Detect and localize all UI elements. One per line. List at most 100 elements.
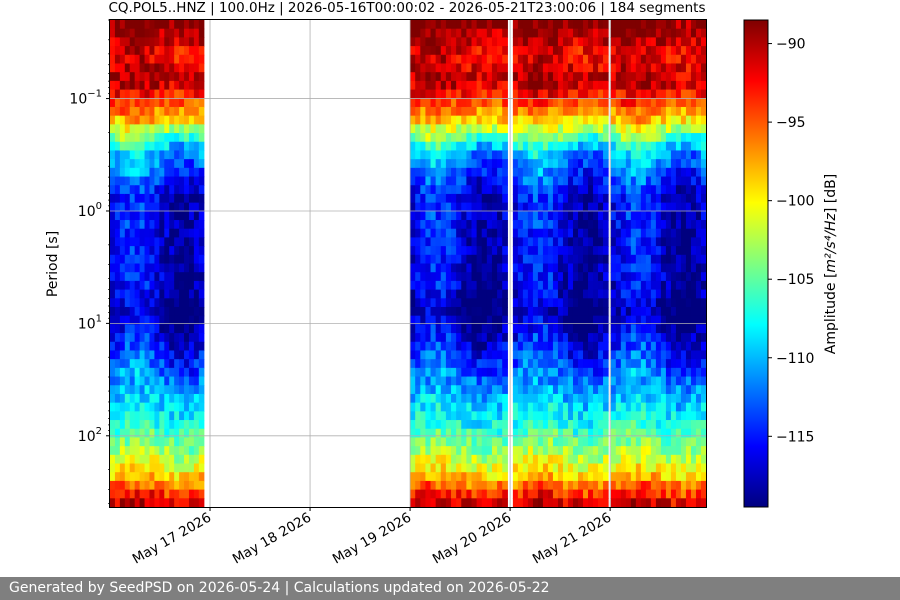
heatmap-cell <box>497 359 503 369</box>
heatmap-cell <box>583 211 589 221</box>
heatmap-cell <box>159 446 165 456</box>
heatmap-cell <box>557 202 564 212</box>
heatmap-cell <box>547 63 554 73</box>
heatmap-cell <box>188 228 195 239</box>
heatmap-cell <box>144 46 151 56</box>
heatmap-cell <box>486 263 493 273</box>
heatmap-cell <box>502 254 508 265</box>
heatmap-cell <box>665 498 672 508</box>
heatmap-cell <box>567 306 574 317</box>
heatmap-cell <box>119 202 126 212</box>
heatmap-cell <box>159 324 165 334</box>
heatmap-cell <box>164 20 170 30</box>
heatmap-cell <box>174 80 180 91</box>
heatmap-cell <box>660 385 667 395</box>
heatmap-cell <box>124 89 131 99</box>
heatmap-cell <box>685 489 692 499</box>
heatmap-cell <box>114 306 121 317</box>
heatmap-cell <box>527 367 534 378</box>
heatmap-cell <box>603 220 609 230</box>
heatmap-cell <box>620 454 627 465</box>
heatmap-cell <box>650 393 657 404</box>
heatmap-cell <box>660 341 667 352</box>
heatmap-cell <box>471 98 478 108</box>
heatmap-cell <box>635 37 642 47</box>
heatmap-cell <box>517 141 524 152</box>
heatmap-cell <box>547 150 554 160</box>
heatmap-cell <box>552 211 559 221</box>
heatmap-cell <box>603 63 609 73</box>
heatmap-cell <box>620 263 627 273</box>
heatmap-cell <box>179 359 185 369</box>
heatmap-cell <box>461 315 467 325</box>
heatmap-cell <box>532 272 539 282</box>
heatmap-cell <box>562 167 569 178</box>
heatmap-cell <box>635 489 642 499</box>
heatmap-cell <box>445 37 452 47</box>
heatmap-cell <box>149 463 156 473</box>
heatmap-cell <box>527 246 534 256</box>
heatmap-cell <box>435 498 442 508</box>
heatmap-cell <box>650 411 657 421</box>
heatmap-cell <box>124 141 131 152</box>
heatmap-cell <box>491 150 498 160</box>
heatmap-cell <box>179 280 185 291</box>
heatmap-cell <box>410 211 416 221</box>
heatmap-cell <box>198 246 205 256</box>
heatmap-cell <box>695 63 702 73</box>
heatmap-cell <box>588 150 594 160</box>
heatmap-cell <box>110 298 116 308</box>
heatmap-cell <box>547 280 554 291</box>
heatmap-cell <box>174 367 180 378</box>
heatmap-cell <box>164 167 170 178</box>
heatmap-cell <box>655 333 662 343</box>
heatmap-cell <box>193 324 200 334</box>
heatmap-cell <box>159 498 165 508</box>
heatmap-cell <box>660 159 667 169</box>
heatmap-cell <box>660 80 667 91</box>
heatmap-cell <box>110 263 116 273</box>
heatmap-cell <box>552 263 559 273</box>
heatmap-cell <box>144 359 151 369</box>
heatmap-cell <box>110 498 116 508</box>
heatmap-cell <box>110 159 116 169</box>
heatmap-cell <box>435 428 442 439</box>
heatmap-cell <box>476 167 483 178</box>
heatmap-cell <box>685 315 692 325</box>
heatmap-cell <box>486 280 493 291</box>
heatmap-cell <box>159 54 165 65</box>
heatmap-cell <box>547 124 554 134</box>
heatmap-cell <box>542 280 549 291</box>
heatmap-cell <box>144 63 151 73</box>
heatmap-cell <box>522 489 529 499</box>
heatmap-cell <box>610 202 617 212</box>
heatmap-cell <box>552 141 559 152</box>
heatmap-cell <box>527 480 534 491</box>
heatmap-cell <box>124 28 131 38</box>
heatmap-cell <box>119 89 126 99</box>
heatmap-cell <box>675 359 682 369</box>
heatmap-cell <box>620 437 627 447</box>
heatmap-cell <box>650 359 657 369</box>
heatmap-cell <box>567 454 574 465</box>
heatmap-cell <box>420 141 427 152</box>
heatmap-cell <box>461 159 467 169</box>
heatmap-cell <box>650 280 657 291</box>
heatmap-cell <box>430 46 437 56</box>
heatmap-cell <box>700 480 707 491</box>
heatmap-cell <box>497 376 503 386</box>
heatmap-cell <box>119 20 126 30</box>
heatmap-cell <box>188 437 195 447</box>
heatmap-cell <box>655 185 662 195</box>
heatmap-cell <box>110 280 116 291</box>
heatmap-cell <box>169 237 175 247</box>
heatmap-cell <box>159 46 165 56</box>
heatmap-cell <box>522 359 529 369</box>
heatmap-cell <box>685 359 692 369</box>
heatmap-cell <box>670 385 677 395</box>
heatmap-cell <box>527 315 534 325</box>
heatmap-cell <box>198 289 205 299</box>
heatmap-cell <box>420 167 427 178</box>
heatmap-cell <box>685 463 692 473</box>
heatmap-cell <box>615 489 622 499</box>
